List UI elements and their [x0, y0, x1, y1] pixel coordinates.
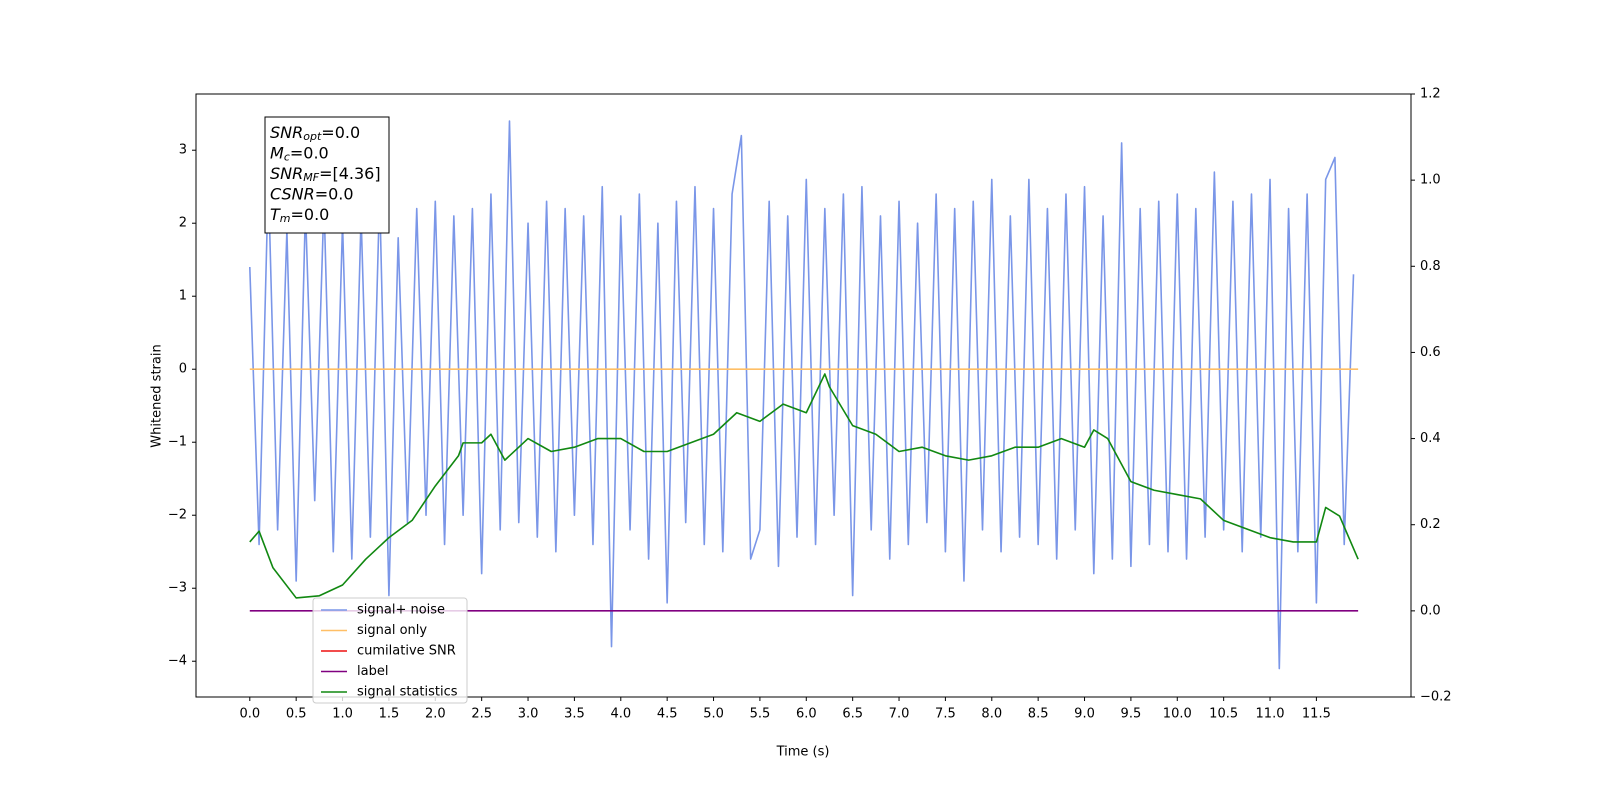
x-tick-label: 10.5	[1209, 707, 1238, 722]
x-tick-label: 8.5	[1028, 707, 1049, 722]
legend-label: signal statistics	[357, 685, 458, 700]
annotation-subscript: MF	[303, 171, 319, 184]
annotation-line: SNRMF=[4.36]	[270, 164, 381, 185]
x-tick-label: 3.0	[518, 707, 539, 722]
x-tick-label: 6.5	[842, 707, 863, 722]
y2-tick-label: 0.2	[1420, 517, 1441, 532]
annotation-frame	[264, 116, 390, 234]
y2-tick-label: 1.2	[1420, 87, 1441, 102]
y-tick-label: 3	[179, 143, 187, 158]
x-tick-label: 4.5	[657, 707, 678, 722]
annotation-subscript: opt	[303, 130, 322, 143]
y2-tick-label: −0.2	[1420, 690, 1452, 705]
legend-frame	[312, 597, 468, 704]
x-tick-label: 5.5	[750, 707, 771, 722]
x-tick-label: 6.0	[796, 707, 817, 722]
x-tick-label: 9.0	[1074, 707, 1095, 722]
y-tick-label: 1	[179, 289, 187, 304]
annotation-line: Mc=0.0	[270, 143, 329, 164]
x-tick-label: 11.0	[1256, 707, 1285, 722]
annotation-symbol: SNR	[270, 123, 303, 142]
y-tick-label: −4	[168, 654, 187, 669]
y2-tick-label: 0.8	[1420, 259, 1441, 274]
x-tick-label: 8.0	[981, 707, 1002, 722]
x-tick-label: 11.5	[1302, 707, 1331, 722]
annotation-symbol: M	[270, 143, 284, 162]
x-tick-label: 1.5	[379, 707, 400, 722]
legend-label: signal+ noise	[357, 603, 445, 618]
annotation-line: Tm=0.0	[270, 205, 329, 226]
annotation-subscript: c	[284, 151, 290, 164]
annotation-value: =[4.36]	[319, 164, 381, 183]
legend-label: signal only	[357, 623, 427, 638]
annotation-box: SNRopt=0.0Mc=0.0SNRMF=[4.36]CSNR=0.0Tm=0…	[264, 116, 390, 234]
y-tick-label: −1	[168, 435, 187, 450]
series-line	[248, 120, 1355, 670]
annotation-value: =0.0	[321, 123, 360, 142]
annotation-subscript: m	[280, 212, 291, 225]
series-line	[249, 373, 1359, 599]
annotation-value: =0.0	[315, 184, 354, 203]
annotation-symbol: CSNR	[270, 184, 315, 203]
x-tick-label: 0.5	[286, 707, 307, 722]
legend-label: cumilative SNR	[357, 644, 456, 659]
annotation-value: =0.0	[290, 143, 329, 162]
legend: signal+ noise signal only cumilative SNR la…	[312, 597, 468, 704]
y-tick-label: −2	[168, 508, 187, 523]
x-axis-label: Time (s)	[776, 745, 830, 760]
x-tick-label: 7.0	[889, 707, 910, 722]
x-tick-label: 7.5	[935, 707, 956, 722]
y-tick-label: −3	[168, 581, 187, 596]
y-axis-label: Whitened strain	[150, 344, 165, 447]
annotation-line: SNRopt=0.0	[270, 123, 360, 144]
annotation-symbol: SNR	[270, 164, 303, 183]
x-tick-label: 2.0	[425, 707, 446, 722]
annotation-line: CSNR=0.0	[270, 184, 354, 203]
x-tick-label: 2.5	[471, 707, 492, 722]
x-tick-label: 10.0	[1163, 707, 1192, 722]
legend-label: label	[357, 664, 388, 679]
axes-frame	[195, 93, 1412, 698]
y2-tick-label: 0.0	[1420, 603, 1441, 618]
y-tick-label: 2	[179, 216, 187, 231]
y2-tick-label: 0.6	[1420, 345, 1441, 360]
y-tick-label: 0	[179, 362, 187, 377]
y2-tick-label: 1.0	[1420, 173, 1441, 188]
x-tick-label: 3.5	[564, 707, 585, 722]
y2-tick-label: 0.4	[1420, 431, 1441, 446]
x-tick-label: 0.0	[239, 707, 260, 722]
x-tick-label: 9.5	[1121, 707, 1142, 722]
x-tick-label: 5.0	[703, 707, 724, 722]
annotation-value: =0.0	[291, 205, 330, 224]
x-tick-label: 1.0	[332, 707, 353, 722]
annotation-symbol: T	[270, 205, 281, 224]
x-tick-label: 4.0	[610, 707, 631, 722]
